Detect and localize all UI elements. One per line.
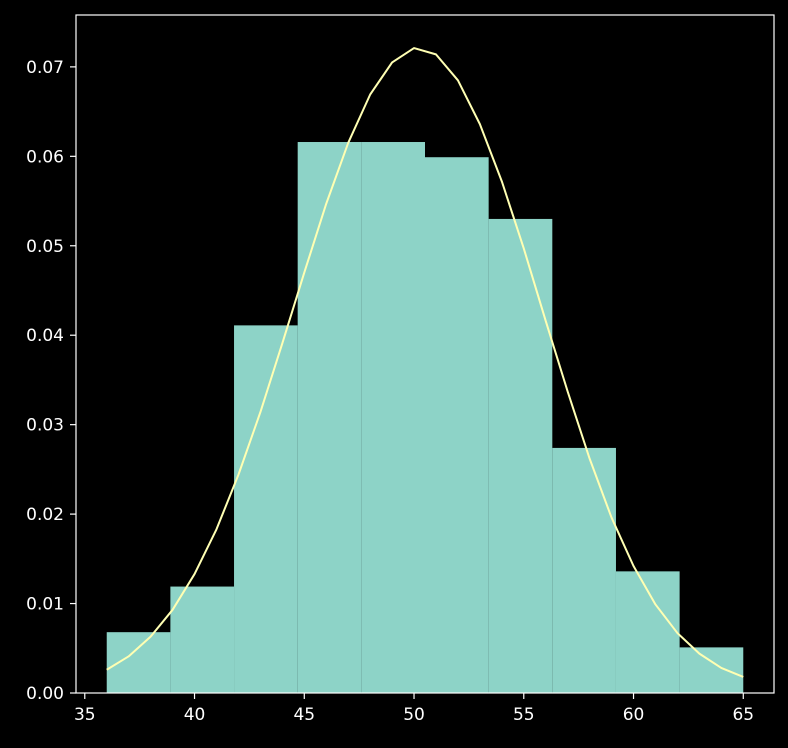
y-tick-label: 0.01: [26, 595, 64, 615]
x-tick-label: 50: [403, 705, 425, 725]
y-tick-label: 0.00: [26, 684, 64, 704]
bars-layer: [106, 142, 744, 694]
x-tick-label: 60: [623, 705, 645, 725]
curve-layer: [106, 47, 744, 678]
y-tick-label: 0.07: [26, 58, 64, 78]
x-tick-label: 55: [513, 705, 535, 725]
histogram-bar-8: [552, 447, 616, 693]
histogram-bar-6: [425, 157, 489, 693]
x-tick-label: 35: [74, 705, 96, 725]
x-tick-label: 40: [184, 705, 206, 725]
x-tick-label: 65: [732, 705, 754, 725]
x-tick-label: 45: [293, 705, 315, 725]
ticks-layer: 35 40 45 50 55 60 65 0.00 0.01 0.02 0.03 0.04 0.05 0.…: [26, 58, 754, 725]
histogram-bar-2: [170, 586, 235, 693]
histogram-bar-7: [488, 218, 553, 693]
histogram-bar-1: [106, 632, 171, 693]
histogram-bar-4: [297, 142, 362, 694]
axes-frame: [75, 14, 775, 694]
axes-layer: [75, 14, 775, 694]
y-tick-label: 0.06: [26, 147, 64, 167]
y-tick-label: 0.05: [26, 237, 64, 257]
histogram-bar-3: [234, 325, 298, 693]
density-curve-line: [106, 47, 744, 678]
y-tick-label: 0.03: [26, 416, 64, 436]
histogram-bar-10: [679, 647, 744, 693]
y-tick-label: 0.02: [26, 505, 64, 525]
y-tick-label: 0.04: [26, 326, 64, 346]
histogram-bar-5: [361, 142, 425, 694]
